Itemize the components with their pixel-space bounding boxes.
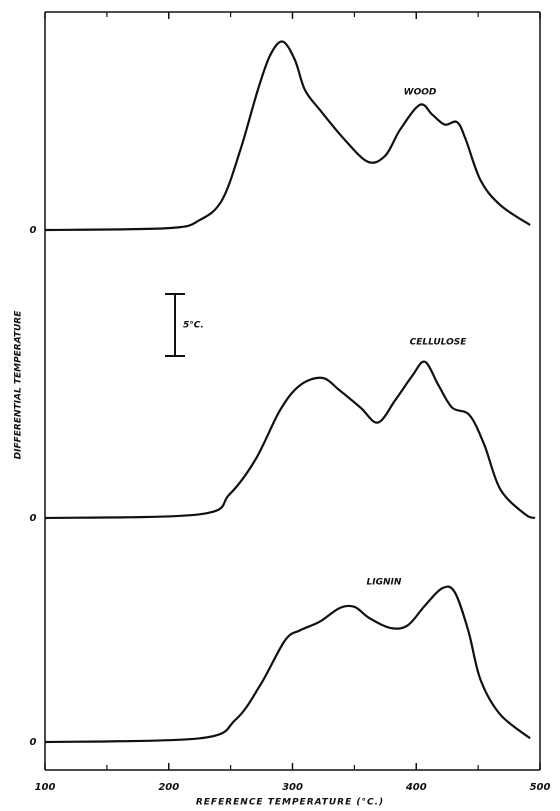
y-axis-label: DIFFERENTIAL TEMPERATURE: [14, 310, 24, 460]
y-tick-label: 0: [30, 225, 37, 236]
y-tick-label: 0: [30, 737, 37, 748]
x-axis-label: REFERENCE TEMPERATURE (°C.): [196, 798, 384, 808]
curve: [44, 40, 531, 232]
curve: [44, 360, 536, 520]
x-tick-label: 100: [35, 782, 56, 793]
series-label: LIGNIN: [367, 578, 402, 588]
y-tick-label: 0: [30, 513, 37, 524]
x-tick-label: 200: [158, 782, 179, 793]
x-tick-label: 500: [530, 782, 551, 793]
series-label: WOOD: [404, 88, 437, 98]
curve: [44, 585, 531, 744]
series-label: CELLULOSE: [410, 338, 468, 348]
scale-bar: [165, 293, 185, 357]
x-tick-label: 300: [282, 782, 303, 793]
scale-bar-label: 5°C.: [183, 321, 204, 331]
x-tick-label: 400: [405, 782, 427, 793]
